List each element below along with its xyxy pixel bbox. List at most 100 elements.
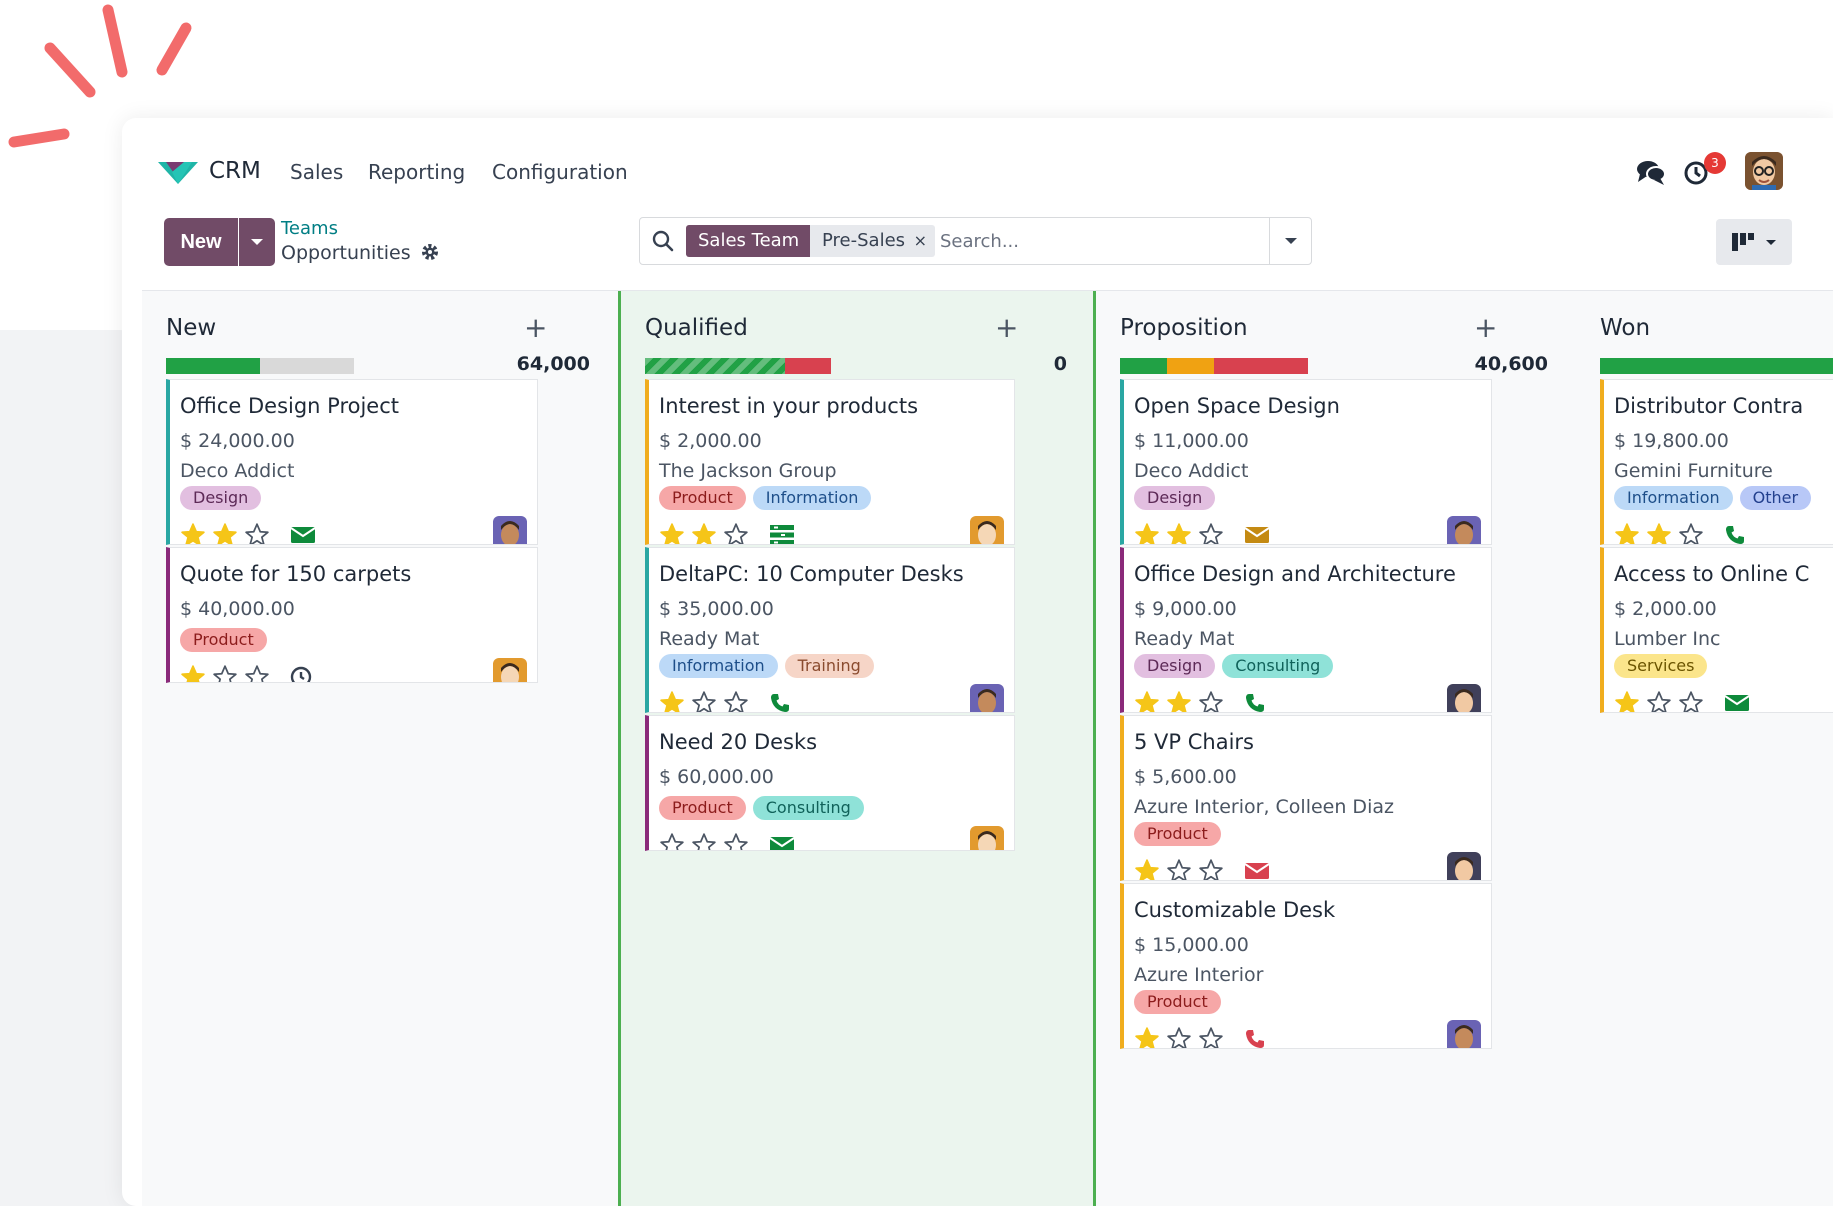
star-empty-icon[interactable] bbox=[723, 832, 749, 850]
tag-consulting: Consulting bbox=[752, 796, 864, 820]
salesperson-avatar[interactable] bbox=[970, 684, 1004, 712]
star-empty-icon[interactable] bbox=[691, 832, 717, 850]
star-empty-icon[interactable] bbox=[244, 522, 270, 544]
search-options-toggle[interactable] bbox=[1269, 218, 1311, 264]
breadcrumb-opportunities: Opportunities bbox=[281, 242, 411, 264]
opportunity-card[interactable]: Quote for 150 carpets $ 40,000.00 Product bbox=[166, 547, 538, 683]
star-filled-icon[interactable] bbox=[659, 690, 685, 712]
nav-menu-configuration[interactable]: Configuration bbox=[492, 160, 628, 184]
star-filled-icon[interactable] bbox=[180, 522, 206, 544]
breadcrumb-teams[interactable]: Teams bbox=[281, 218, 338, 239]
salesperson-avatar[interactable] bbox=[970, 826, 1004, 850]
activity-clock-icon[interactable] bbox=[1684, 158, 1712, 186]
gear-icon[interactable] bbox=[420, 242, 440, 262]
star-filled-icon[interactable] bbox=[1614, 522, 1640, 544]
star-filled-icon[interactable] bbox=[1134, 690, 1160, 712]
card-expected-revenue: $ 2,000.00 bbox=[659, 430, 762, 452]
progress-segment[interactable] bbox=[1214, 358, 1308, 374]
star-empty-icon[interactable] bbox=[244, 664, 270, 682]
salesperson-avatar[interactable] bbox=[1447, 516, 1481, 544]
envelope-icon[interactable] bbox=[1244, 861, 1270, 880]
new-dropdown-toggle[interactable] bbox=[239, 218, 275, 266]
nav-brand-crm[interactable]: CRM bbox=[209, 158, 261, 184]
envelope-icon[interactable] bbox=[290, 525, 316, 544]
star-empty-icon[interactable] bbox=[1678, 522, 1704, 544]
star-empty-icon[interactable] bbox=[1646, 690, 1672, 712]
column-progress-bar[interactable] bbox=[1120, 358, 1308, 374]
messages-icon[interactable] bbox=[1636, 158, 1666, 186]
star-filled-icon[interactable] bbox=[1646, 522, 1672, 544]
star-empty-icon[interactable] bbox=[1198, 690, 1224, 712]
progress-segment[interactable] bbox=[1600, 358, 1833, 374]
star-filled-icon[interactable] bbox=[1134, 858, 1160, 880]
salesperson-avatar[interactable] bbox=[493, 516, 527, 544]
progress-segment[interactable] bbox=[645, 358, 785, 374]
envelope-icon[interactable] bbox=[1244, 525, 1270, 544]
add-quick-create-icon[interactable]: + bbox=[524, 311, 548, 344]
card-title: Quote for 150 carpets bbox=[180, 562, 412, 586]
column-progress-bar[interactable] bbox=[1600, 358, 1833, 374]
star-filled-icon[interactable] bbox=[1166, 522, 1192, 544]
salesperson-avatar[interactable] bbox=[1447, 1020, 1481, 1048]
opportunity-card[interactable]: DeltaPC: 10 Computer Desks $ 35,000.00 Rea… bbox=[645, 547, 1015, 713]
column-progress-bar[interactable] bbox=[645, 358, 831, 374]
nav-menu-reporting[interactable]: Reporting bbox=[368, 160, 466, 184]
progress-segment[interactable] bbox=[260, 358, 354, 374]
new-button[interactable]: New bbox=[164, 218, 238, 266]
star-filled-icon[interactable] bbox=[180, 664, 206, 682]
star-filled-icon[interactable] bbox=[691, 522, 717, 544]
star-filled-icon[interactable] bbox=[1614, 690, 1640, 712]
star-empty-icon[interactable] bbox=[212, 664, 238, 682]
phone-icon[interactable] bbox=[1244, 1028, 1266, 1048]
star-empty-icon[interactable] bbox=[1198, 522, 1224, 544]
search-input[interactable] bbox=[940, 224, 1255, 258]
opportunity-card[interactable]: Access to Online C $ 2,000.00 Lumber Inc Se… bbox=[1600, 547, 1833, 713]
opportunity-card[interactable]: Office Design Project $ 24,000.00 Deco Add… bbox=[166, 379, 538, 545]
envelope-icon[interactable] bbox=[1724, 693, 1750, 712]
progress-segment[interactable] bbox=[1167, 358, 1214, 374]
star-empty-icon[interactable] bbox=[723, 690, 749, 712]
star-empty-icon[interactable] bbox=[1198, 1026, 1224, 1048]
star-filled-icon[interactable] bbox=[659, 522, 685, 544]
phone-icon[interactable] bbox=[1244, 692, 1266, 712]
opportunity-card[interactable]: Interest in your products $ 2,000.00 The J… bbox=[645, 379, 1015, 545]
salesperson-avatar[interactable] bbox=[1447, 852, 1481, 880]
opportunity-card[interactable]: Open Space Design $ 11,000.00 Deco Addict D… bbox=[1120, 379, 1492, 545]
star-empty-icon[interactable] bbox=[691, 690, 717, 712]
star-empty-icon[interactable] bbox=[1166, 1026, 1192, 1048]
nav-menu-sales[interactable]: Sales bbox=[290, 160, 344, 184]
progress-segment[interactable] bbox=[784, 358, 831, 374]
star-empty-icon[interactable] bbox=[659, 832, 685, 850]
star-empty-icon[interactable] bbox=[1166, 858, 1192, 880]
salesperson-avatar[interactable] bbox=[493, 658, 527, 682]
activity-count-badge: 3 bbox=[1704, 152, 1726, 174]
star-empty-icon[interactable] bbox=[723, 522, 749, 544]
salesperson-avatar[interactable] bbox=[970, 516, 1004, 544]
star-empty-icon[interactable] bbox=[1198, 858, 1224, 880]
opportunity-card[interactable]: Customizable Desk $ 15,000.00 Azure Interi… bbox=[1120, 883, 1492, 1049]
progress-segment[interactable] bbox=[166, 358, 260, 374]
star-filled-icon[interactable] bbox=[212, 522, 238, 544]
search-icon[interactable] bbox=[652, 230, 674, 252]
add-quick-create-icon[interactable]: + bbox=[995, 311, 1019, 344]
envelope-icon[interactable] bbox=[769, 835, 795, 850]
clock-icon[interactable] bbox=[290, 666, 312, 682]
remove-facet-icon[interactable]: × bbox=[913, 231, 928, 250]
salesperson-avatar[interactable] bbox=[1447, 684, 1481, 712]
star-filled-icon[interactable] bbox=[1134, 522, 1160, 544]
column-progress-bar[interactable] bbox=[166, 358, 354, 374]
opportunity-card[interactable]: Need 20 Desks $ 60,000.00 Product Consultin… bbox=[645, 715, 1015, 851]
tasks-icon[interactable] bbox=[769, 524, 795, 544]
progress-segment[interactable] bbox=[1120, 358, 1167, 374]
opportunity-card[interactable]: 5 VP Chairs $ 5,600.00 Azure Interior, Col… bbox=[1120, 715, 1492, 881]
opportunity-card[interactable]: Office Design and Architecture $ 9,000.00… bbox=[1120, 547, 1492, 713]
add-quick-create-icon[interactable]: + bbox=[1474, 311, 1498, 344]
phone-icon[interactable] bbox=[769, 692, 791, 712]
star-empty-icon[interactable] bbox=[1678, 690, 1704, 712]
kanban-view-switch[interactable] bbox=[1716, 219, 1792, 265]
opportunity-card[interactable]: Distributor Contra $ 19,800.00 Gemini Furn… bbox=[1600, 379, 1833, 545]
star-filled-icon[interactable] bbox=[1134, 1026, 1160, 1048]
star-filled-icon[interactable] bbox=[1166, 690, 1192, 712]
user-avatar[interactable] bbox=[1745, 152, 1783, 190]
phone-icon[interactable] bbox=[1724, 524, 1746, 544]
